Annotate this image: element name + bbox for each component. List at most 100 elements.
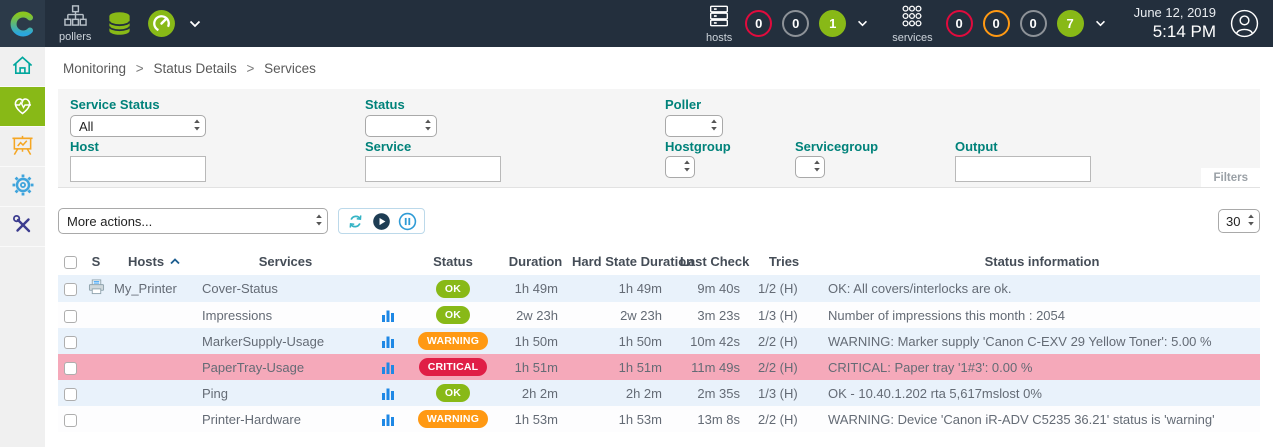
hosts-label: hosts bbox=[705, 31, 733, 44]
services-table: S Hosts Services Status Duration Hard St… bbox=[58, 247, 1260, 432]
page-size-select[interactable]: 30 bbox=[1218, 209, 1260, 233]
sidebar-item-monitoring[interactable] bbox=[0, 87, 45, 127]
services-icon bbox=[900, 4, 924, 31]
stepper-icon bbox=[813, 160, 821, 175]
table-row: Impressions OK 2w 23h 2w 23h 3m 23s 1/3 … bbox=[58, 302, 1260, 328]
graph-icon[interactable] bbox=[381, 387, 395, 401]
pollers-chevron-down-icon[interactable] bbox=[189, 20, 201, 28]
column-header-tries[interactable]: Tries bbox=[746, 247, 822, 275]
stepper-icon bbox=[424, 119, 432, 134]
filter-panel: Service Status All Status Poller Host Se… bbox=[58, 89, 1260, 188]
graph-icon[interactable] bbox=[381, 413, 395, 427]
host-label: Host bbox=[70, 139, 99, 154]
graph-icon[interactable] bbox=[381, 335, 395, 349]
status-badge: OK bbox=[435, 306, 471, 324]
service-link[interactable]: Cover-Status bbox=[202, 281, 278, 296]
hosts-down-counter[interactable]: 0 bbox=[745, 10, 773, 37]
poller-select[interactable] bbox=[665, 115, 723, 137]
hostgroup-select[interactable] bbox=[665, 156, 695, 178]
poller-gauge-icon[interactable] bbox=[147, 9, 176, 38]
service-status-select[interactable]: All bbox=[70, 115, 206, 137]
hard-state-duration-cell: 1h 51m bbox=[568, 354, 676, 380]
user-profile-icon[interactable] bbox=[1230, 9, 1259, 38]
hosts-unreachable-counter[interactable]: 0 bbox=[782, 10, 810, 37]
column-header-services[interactable]: Services bbox=[198, 247, 373, 275]
host-link[interactable]: My_Printer bbox=[114, 281, 177, 296]
top-bar: pollers hosts 0 0 1 bbox=[0, 0, 1273, 47]
actions-toolbar: More actions... 30 bbox=[58, 208, 1260, 234]
services-chevron-down-icon[interactable] bbox=[1095, 20, 1106, 27]
services-critical-counter[interactable]: 0 bbox=[945, 10, 973, 37]
sidebar-item-administration[interactable] bbox=[0, 207, 45, 247]
column-header-status-information[interactable]: Status information bbox=[822, 247, 1260, 275]
hosts-menu[interactable]: hosts bbox=[706, 4, 732, 44]
last-check-cell: 10m 42s bbox=[676, 328, 746, 354]
output-label: Output bbox=[955, 139, 998, 154]
column-header-status[interactable]: Status bbox=[403, 247, 503, 275]
filters-tab[interactable]: Filters bbox=[1201, 168, 1260, 187]
breadcrumb-monitoring[interactable]: Monitoring bbox=[63, 61, 127, 76]
pollers-icon bbox=[63, 4, 87, 30]
service-link[interactable]: Ping bbox=[202, 385, 229, 401]
sidebar-item-reporting[interactable] bbox=[0, 127, 45, 167]
database-status-icon[interactable] bbox=[106, 10, 133, 37]
graph-icon[interactable] bbox=[381, 309, 395, 323]
clock: June 12, 2019 5:14 PM bbox=[1134, 5, 1216, 43]
servicegroup-select[interactable] bbox=[795, 156, 825, 178]
sort-ascending-icon bbox=[170, 253, 180, 268]
refresh-icon[interactable] bbox=[346, 212, 365, 231]
service-link[interactable]: Printer-Hardware bbox=[202, 411, 301, 427]
output-input[interactable] bbox=[955, 156, 1091, 182]
service-link[interactable]: MarkerSupply-Usage bbox=[202, 333, 325, 349]
status-select[interactable] bbox=[365, 115, 437, 137]
status-information-cell: Number of impressions this month : 2054 bbox=[822, 302, 1260, 328]
status-badge: WARNING bbox=[417, 410, 489, 428]
duration-cell: 1h 51m bbox=[503, 354, 568, 380]
stepper-icon bbox=[315, 214, 323, 229]
tries-cell: 1/3 (H) bbox=[746, 302, 822, 328]
pollers-menu[interactable]: pollers bbox=[59, 4, 91, 43]
service-link[interactable]: PaperTray-Usage bbox=[202, 359, 305, 375]
hosts-chevron-down-icon[interactable] bbox=[857, 20, 868, 27]
column-header-hosts[interactable]: Hosts bbox=[110, 247, 198, 275]
row-checkbox[interactable] bbox=[63, 413, 77, 427]
column-header-hard-state-duration[interactable]: Hard State Duration bbox=[568, 247, 694, 275]
status-badge: OK bbox=[435, 384, 471, 402]
services-warning-counter[interactable]: 0 bbox=[982, 10, 1010, 37]
breadcrumb: Monitoring > Status Details > Services bbox=[45, 47, 1273, 76]
row-checkbox[interactable] bbox=[63, 283, 77, 297]
pause-icon[interactable] bbox=[398, 212, 417, 231]
row-checkbox[interactable] bbox=[63, 335, 77, 349]
host-input[interactable] bbox=[70, 156, 206, 182]
service-input[interactable] bbox=[365, 156, 501, 182]
breadcrumb-status-details[interactable]: Status Details bbox=[153, 61, 237, 76]
hosts-up-counter[interactable]: 1 bbox=[819, 10, 847, 37]
table-row: MarkerSupply-Usage WARNING 1h 50m 1h 50m… bbox=[58, 328, 1260, 354]
row-checkbox[interactable] bbox=[63, 309, 77, 323]
hard-state-duration-cell: 2w 23h bbox=[568, 302, 676, 328]
column-header-last-check[interactable]: Last Check bbox=[676, 247, 749, 275]
duration-cell: 1h 50m bbox=[503, 328, 568, 354]
sidebar-item-configuration[interactable] bbox=[0, 167, 45, 207]
duration-cell: 2h 2m bbox=[503, 380, 568, 406]
row-checkbox[interactable] bbox=[63, 387, 77, 401]
services-ok-counter[interactable]: 7 bbox=[1056, 10, 1084, 37]
hard-state-duration-cell: 1h 53m bbox=[568, 406, 676, 432]
centreon-logo[interactable] bbox=[0, 0, 45, 47]
sidebar-item-home[interactable] bbox=[0, 47, 45, 87]
services-unknown-counter[interactable]: 0 bbox=[1019, 10, 1047, 37]
row-checkbox[interactable] bbox=[63, 361, 77, 375]
servicegroup-label: Servicegroup bbox=[795, 139, 879, 154]
column-header-s[interactable]: S bbox=[82, 247, 110, 275]
stepper-icon bbox=[193, 119, 201, 134]
breadcrumb-services[interactable]: Services bbox=[264, 61, 316, 76]
service-link[interactable]: Impressions bbox=[202, 307, 273, 323]
column-header-duration[interactable]: Duration bbox=[503, 247, 568, 275]
select-all-checkbox[interactable] bbox=[63, 255, 77, 269]
play-icon[interactable] bbox=[372, 212, 391, 231]
status-label: Status bbox=[365, 97, 405, 112]
more-actions-select[interactable]: More actions... bbox=[58, 208, 328, 234]
services-label: services bbox=[892, 31, 933, 44]
graph-icon[interactable] bbox=[381, 361, 395, 375]
services-menu[interactable]: services bbox=[892, 4, 933, 44]
